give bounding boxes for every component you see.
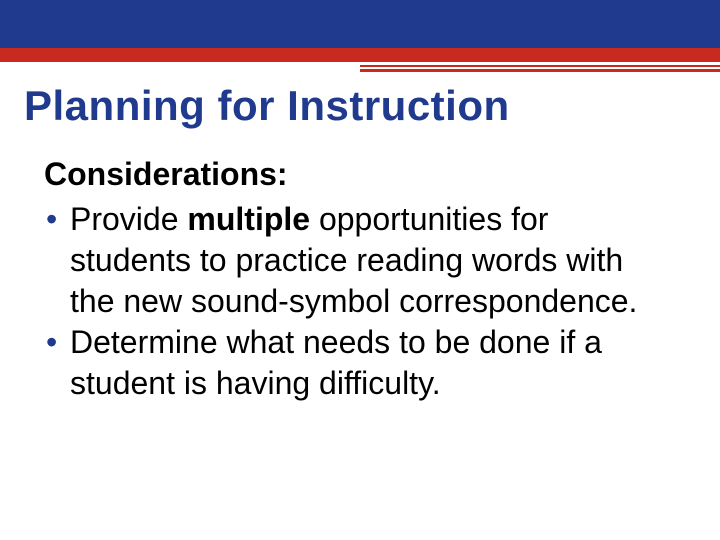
bullet-text-bold: multiple <box>187 201 310 237</box>
slide-content: Considerations: Provide multiple opportu… <box>44 156 676 404</box>
slide-title: Planning for Instruction <box>24 82 720 130</box>
header-red-wrap <box>0 48 720 62</box>
header-blue-bar <box>0 0 720 48</box>
subheading: Considerations: <box>44 156 676 193</box>
accent-line-med <box>360 69 720 72</box>
header-red-bar <box>0 48 720 62</box>
accent-line-thin <box>360 65 720 67</box>
bullet-item: Determine what needs to be done if a stu… <box>44 322 676 404</box>
bullet-item: Provide multiple opportunities for stude… <box>44 199 676 322</box>
bullet-list: Provide multiple opportunities for stude… <box>44 199 676 404</box>
bullet-text-prefix: Determine what needs to be done if a stu… <box>70 324 602 401</box>
bullet-text-prefix: Provide <box>70 201 187 237</box>
